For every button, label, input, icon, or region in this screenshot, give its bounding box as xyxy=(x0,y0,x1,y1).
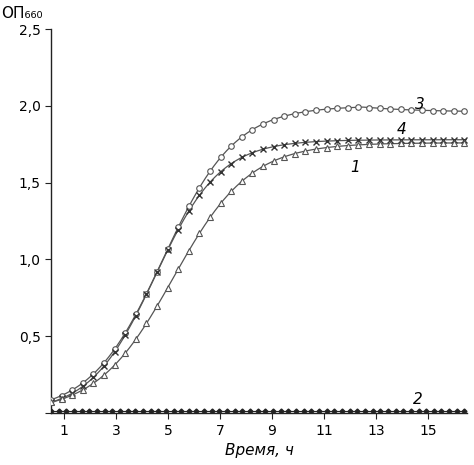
Text: ОП₆₆₀: ОП₆₆₀ xyxy=(1,7,43,21)
Text: 1: 1 xyxy=(350,160,360,175)
X-axis label: Время, ч: Время, ч xyxy=(225,443,293,458)
Text: 4: 4 xyxy=(397,121,407,137)
Text: 2: 2 xyxy=(412,392,422,407)
Text: 3: 3 xyxy=(415,97,425,112)
